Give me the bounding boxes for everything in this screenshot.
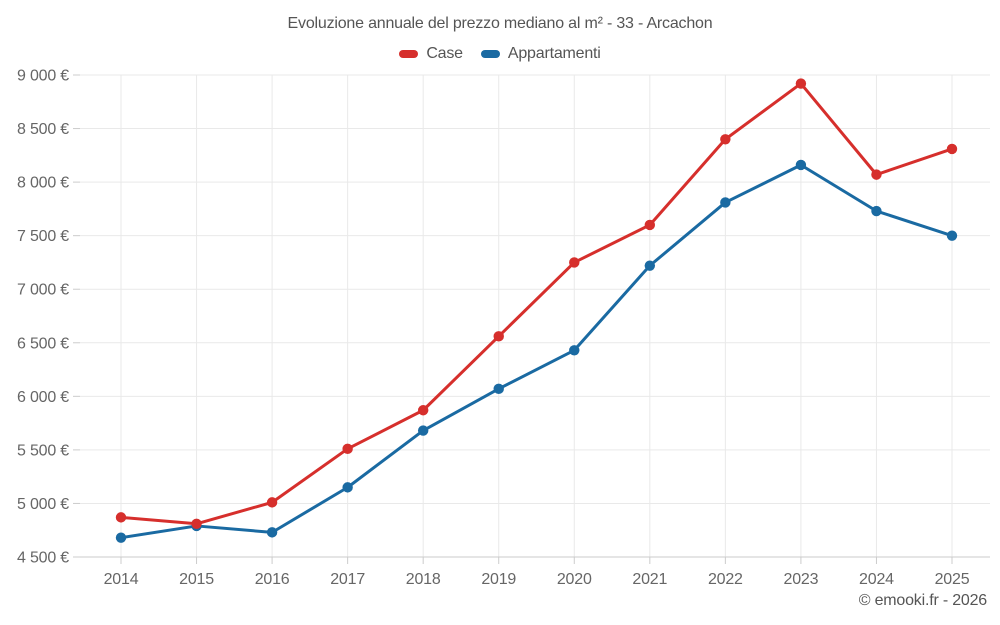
legend-swatch-case bbox=[399, 50, 419, 58]
case-point bbox=[191, 518, 202, 529]
appartamenti-point bbox=[115, 532, 127, 543]
attribution: © emooki.fr - 2026 bbox=[858, 592, 987, 609]
case-point bbox=[795, 78, 807, 89]
case-point bbox=[417, 405, 429, 416]
appartamenti-point bbox=[871, 205, 882, 217]
case-point bbox=[720, 134, 731, 145]
case-point bbox=[946, 143, 958, 155]
legend-swatch-appartamenti bbox=[480, 50, 500, 58]
appartamenti-point bbox=[569, 345, 580, 356]
y-tick-label: 5 000 € bbox=[17, 496, 69, 513]
x-tick-label: 2023 bbox=[784, 571, 819, 588]
y-tick-label: 7 000 € bbox=[17, 282, 69, 299]
appartamenti-point bbox=[946, 230, 958, 241]
appartamenti-point bbox=[720, 197, 731, 208]
appartamenti-point bbox=[644, 260, 656, 271]
case-point bbox=[569, 257, 580, 268]
x-tick-label: 2022 bbox=[708, 571, 743, 588]
appartamenti-point bbox=[342, 482, 353, 493]
appartamenti-point bbox=[266, 527, 278, 538]
case-point bbox=[266, 497, 278, 508]
x-tick-label: 2015 bbox=[179, 571, 214, 588]
x-tick-label: 2019 bbox=[481, 571, 516, 588]
case-line bbox=[119, 82, 954, 526]
x-tick-label: 2018 bbox=[406, 571, 441, 588]
y-tick-label: 9 000 € bbox=[17, 68, 69, 85]
y-tick-label: 7 500 € bbox=[17, 228, 69, 245]
x-tick-label: 2020 bbox=[557, 571, 592, 588]
x-tick-label: 2017 bbox=[330, 571, 365, 588]
y-tick-label: 5 500 € bbox=[17, 442, 69, 459]
case-point bbox=[644, 219, 656, 231]
appartamenti-line bbox=[119, 163, 954, 540]
y-tick-label: 8 500 € bbox=[17, 121, 69, 138]
appartamenti-point bbox=[795, 159, 807, 171]
y-tick-label: 4 500 € bbox=[17, 550, 69, 567]
case-point bbox=[342, 443, 353, 455]
chart-title: Evoluzione annuale del prezzo mediano al… bbox=[287, 15, 713, 32]
y-tick-label: 6 500 € bbox=[17, 335, 69, 352]
case-point bbox=[493, 331, 504, 342]
legend-label: Appartamenti bbox=[507, 45, 601, 62]
x-tick-label: 2025 bbox=[935, 571, 970, 588]
appartamenti-point bbox=[493, 383, 504, 395]
legend-item-appartamenti[interactable]: Appartamenti bbox=[480, 45, 601, 63]
y-tick-label: 6 000 € bbox=[17, 389, 69, 406]
legend-label: Case bbox=[426, 45, 463, 62]
x-tick-label: 2021 bbox=[632, 571, 667, 588]
case-point bbox=[871, 169, 882, 180]
x-tick-label: 2016 bbox=[255, 571, 290, 588]
y-tick-label: 8 000 € bbox=[17, 175, 69, 192]
x-tick-label: 2024 bbox=[859, 571, 894, 588]
x-tick-label: 2014 bbox=[104, 571, 139, 588]
case-point bbox=[115, 512, 127, 523]
legend-item-case[interactable]: Case bbox=[399, 45, 463, 63]
appartamenti-point bbox=[417, 425, 429, 436]
chart-legend: Case Appartamenti bbox=[0, 45, 1000, 63]
